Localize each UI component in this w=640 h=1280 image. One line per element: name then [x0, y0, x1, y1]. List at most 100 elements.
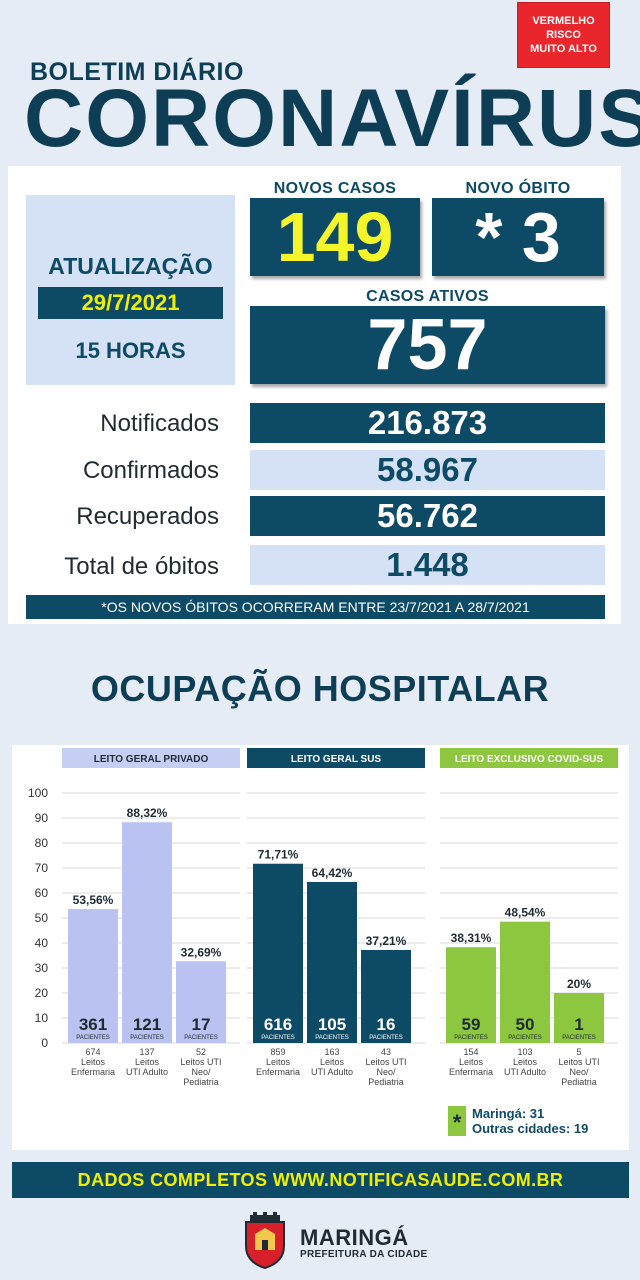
risk-line-1: VERMELHO	[532, 15, 595, 27]
update-label: ATUALIZAÇÃO	[48, 253, 213, 279]
bar-beds-label: Leitos	[320, 1057, 345, 1067]
page-title: CORONAVÍRUS	[24, 73, 640, 164]
new-death-label: NOVO ÓBITO	[465, 180, 571, 197]
bar-beds-label: Pediatria	[183, 1077, 219, 1087]
bar-patients-label: PACIENTES	[315, 1035, 349, 1041]
bar-percent-label: 64,42%	[312, 866, 353, 880]
legend-symbol: *	[453, 1110, 462, 1135]
y-tick-label: 50	[35, 911, 49, 925]
bar	[68, 909, 118, 1043]
bar	[446, 947, 496, 1043]
bar-beds-label: 163	[324, 1047, 339, 1057]
bar-beds-label: Leitos UTI	[180, 1057, 221, 1067]
bar-beds-label: 52	[196, 1047, 206, 1057]
confirmed-value: 58.967	[250, 450, 605, 490]
bar-percent-label: 48,54%	[505, 906, 546, 920]
bar-percent-label: 20%	[567, 977, 591, 991]
new-death-value: * 3	[432, 198, 604, 276]
bar-patients-value: 121	[133, 1015, 161, 1034]
bar-patients-label: PACIENTES	[76, 1035, 110, 1041]
hospital-occupancy-chart: 0 10 20 30 40 50 60 70 80 90 100 LEITO GERAL PRIVAD…	[28, 748, 618, 1136]
bar-beds-label: 859	[270, 1047, 285, 1057]
bar-beds-label: Neo/	[569, 1067, 589, 1077]
bar-beds-label: Enfermaria	[449, 1067, 493, 1077]
bar-percent-label: 38,31%	[451, 931, 492, 945]
bar-beds-label: UTI Adulto	[126, 1067, 168, 1077]
city-name: MARINGÁ	[300, 1225, 409, 1250]
legend-line: Maringá: 31	[472, 1106, 544, 1121]
bar-patients-value: 105	[318, 1015, 346, 1034]
bar-patients-label: PACIENTES	[184, 1035, 218, 1041]
y-tick-label: 60	[35, 886, 49, 900]
bar-patients-label: PACIENTES	[369, 1035, 403, 1041]
group-header-label: LEITO GERAL PRIVADO	[94, 754, 209, 765]
notified-value: 216.873	[250, 403, 605, 443]
y-tick-label: 0	[41, 1036, 48, 1050]
bar-beds-label: 674	[85, 1047, 100, 1057]
bar-patients-value: 59	[462, 1015, 481, 1034]
group-header	[440, 748, 618, 768]
y-tick-label: 10	[35, 1011, 49, 1025]
bar-beds-label: Pediatria	[561, 1077, 597, 1087]
y-tick-label: 70	[35, 861, 49, 875]
new-cases-value: 149	[250, 198, 420, 276]
y-tick-label: 40	[35, 936, 49, 950]
bar	[500, 921, 550, 1043]
bar-beds-label: 154	[463, 1047, 478, 1057]
active-cases-label: CASOS ATIVOS	[366, 288, 489, 305]
bar-percent-label: 88,32%	[127, 806, 168, 820]
bar-beds-label: Leitos UTI	[365, 1057, 406, 1067]
bulletin-subtitle: BOLETIM DIÁRIO	[30, 58, 244, 86]
total-deaths-value: 1.448	[250, 545, 605, 585]
bar-patients-value: 616	[264, 1015, 292, 1034]
legend-line: Outras cidades: 19	[472, 1121, 588, 1136]
bar-beds-label: Neo/	[191, 1067, 211, 1077]
bar-beds-label: Leitos	[513, 1057, 538, 1067]
bar	[307, 881, 357, 1043]
bar-patients-label: PACIENTES	[261, 1035, 295, 1041]
city-coat-of-arms-icon	[245, 1212, 285, 1270]
bar-patients-label: PACIENTES	[130, 1035, 164, 1041]
bar-percent-label: 53,56%	[73, 893, 114, 907]
update-hour: 15 HORAS	[75, 338, 186, 363]
recovered-label: Recuperados	[76, 503, 219, 530]
group-header	[247, 748, 425, 768]
bar-beds-label: 103	[517, 1047, 532, 1057]
bar	[122, 822, 172, 1043]
bar-percent-label: 71,71%	[258, 848, 299, 862]
bar-patients-value: 16	[377, 1015, 396, 1034]
bar-beds-label: Enfermaria	[256, 1067, 300, 1077]
total-deaths-label: Total de óbitos	[64, 553, 219, 580]
city-hall-label: PREFEITURA DA CIDADE	[300, 1249, 428, 1260]
bar-beds-label: Neo/	[376, 1067, 396, 1077]
active-cases-value: 757	[250, 306, 605, 384]
y-tick-label: 100	[28, 786, 48, 800]
bar-beds-label: Enfermaria	[71, 1067, 115, 1077]
y-tick-label: 20	[35, 986, 49, 1000]
full-data-link[interactable]: DADOS COMPLETOS WWW.NOTIFICASAUDE.COM.BR	[12, 1162, 629, 1198]
bar-beds-label: Leitos	[81, 1057, 106, 1067]
recovered-value: 56.762	[250, 496, 605, 536]
y-tick-label: 30	[35, 961, 49, 975]
bar-beds-label: Leitos	[135, 1057, 160, 1067]
bar-patients-value: 1	[574, 1015, 583, 1034]
bar-beds-label: UTI Adulto	[504, 1067, 546, 1077]
legend-swatch	[448, 1106, 466, 1136]
bar-patients-label: PACIENTES	[454, 1035, 488, 1041]
update-date: 29/7/2021	[38, 287, 223, 319]
bar-beds-label: Leitos	[459, 1057, 484, 1067]
confirmed-label: Confirmados	[82, 457, 219, 484]
bar-beds-label: Pediatria	[368, 1077, 404, 1087]
y-tick-label: 80	[35, 836, 49, 850]
bar-patients-value: 50	[516, 1015, 535, 1034]
y-tick-label: 90	[35, 811, 49, 825]
bar-percent-label: 37,21%	[366, 934, 407, 948]
group-header-label: LEITO GERAL SUS	[291, 754, 382, 765]
bar-patients-label: PACIENTES	[562, 1035, 596, 1041]
new-cases-label: NOVOS CASOS	[273, 180, 397, 197]
bar	[554, 993, 604, 1043]
bar	[361, 949, 411, 1043]
bar-patients-label: PACIENTES	[508, 1035, 542, 1041]
notified-label: Notificados	[100, 410, 219, 437]
bar-patients-value: 361	[79, 1015, 107, 1034]
